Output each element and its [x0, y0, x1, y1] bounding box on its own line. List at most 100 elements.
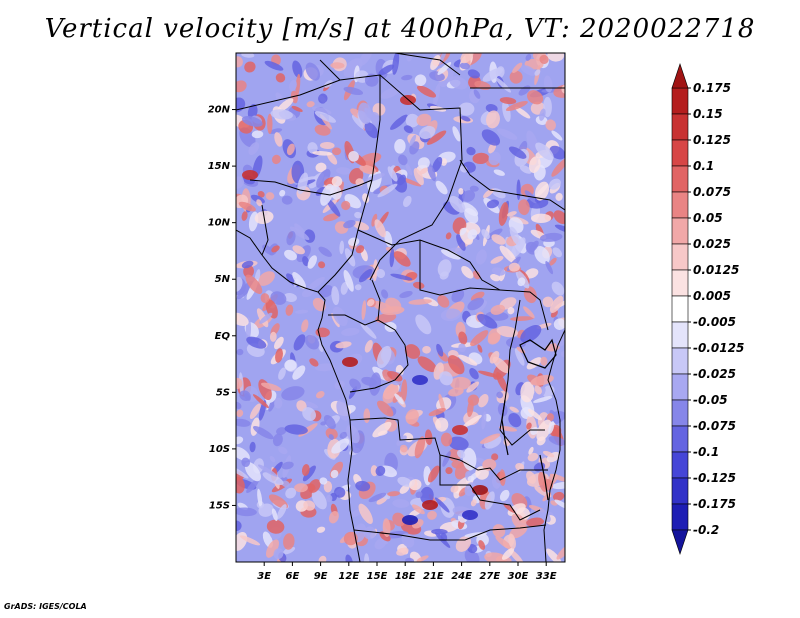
field-cell	[527, 452, 539, 462]
field-cell	[241, 116, 263, 127]
field-cell	[469, 368, 479, 380]
field-cell	[552, 247, 562, 258]
field-cell	[392, 512, 406, 527]
field-cell	[289, 79, 297, 92]
field-cell	[548, 421, 555, 434]
lon-tick-label: 9E	[314, 571, 328, 582]
field-cell	[519, 165, 532, 174]
field-core	[452, 425, 468, 435]
field-cell	[380, 306, 405, 316]
field-cell	[549, 295, 564, 313]
field-cell	[502, 547, 515, 560]
field-cell	[399, 444, 408, 453]
field-cell	[273, 397, 283, 409]
colorbar-label: 0.0125	[693, 263, 739, 277]
lat-tick-label: 5S	[216, 387, 230, 398]
field-cell	[556, 335, 565, 347]
field-cell	[510, 237, 526, 259]
field-cell	[382, 518, 391, 537]
field-cell	[236, 418, 251, 427]
field-cell	[358, 503, 373, 524]
field-cell	[387, 491, 400, 497]
field-cell	[432, 156, 443, 173]
field-cell	[404, 344, 421, 359]
field-cell	[467, 229, 478, 240]
field-cell	[265, 192, 275, 201]
field-cell	[378, 64, 395, 76]
field-core	[422, 500, 438, 510]
field-cell	[473, 89, 481, 99]
field-cell	[283, 533, 295, 550]
colorbar-segment-9	[671, 321, 689, 349]
colorbar-label: 0.025	[693, 237, 731, 251]
field-cell	[508, 533, 516, 550]
field-cell	[258, 503, 274, 517]
field-cell	[458, 354, 478, 366]
field-cell	[445, 467, 453, 475]
lon-tick-label: 30E	[508, 571, 529, 582]
field-cell	[534, 246, 550, 264]
field-cell	[262, 472, 284, 486]
field-cell	[403, 125, 413, 134]
field-cell	[343, 86, 364, 95]
field-cell	[291, 105, 303, 112]
field-cell	[510, 316, 534, 321]
field-cell	[511, 513, 527, 531]
field-cell	[336, 167, 352, 175]
country-borders	[236, 53, 565, 562]
field-cell	[460, 115, 471, 122]
field-cell	[482, 67, 504, 82]
field-cell	[275, 92, 285, 104]
field-cell	[302, 407, 316, 421]
field-cell	[271, 245, 280, 253]
field-cell	[441, 249, 461, 260]
field-cell	[534, 181, 550, 201]
field-cell	[466, 381, 480, 393]
field-cell	[266, 539, 279, 558]
field-cell	[236, 476, 245, 494]
field-cell	[497, 128, 518, 140]
colorbar-segment-10	[671, 347, 689, 375]
field-cell	[462, 414, 482, 428]
lon-tick-label: 18E	[395, 571, 416, 582]
field-cell	[538, 508, 551, 523]
field-cell	[301, 288, 314, 298]
field-cell	[478, 540, 486, 550]
field-cell	[467, 544, 478, 554]
field-cell	[477, 313, 498, 329]
field-cell	[445, 232, 452, 240]
field-cell	[461, 265, 474, 279]
field-cell	[462, 447, 477, 471]
field-cell	[355, 480, 371, 492]
field-cell	[316, 526, 326, 533]
colorbar-segment-3	[671, 165, 689, 193]
field-cell	[364, 122, 379, 139]
field-cell	[307, 142, 318, 154]
field-cell	[448, 436, 469, 451]
field-cell	[268, 399, 276, 412]
field-cell	[276, 427, 287, 436]
colorbar-segment-4	[671, 191, 689, 219]
field-cell	[311, 489, 327, 510]
field-cell	[377, 430, 388, 436]
field-cell	[359, 164, 377, 175]
field-cell	[330, 469, 339, 479]
lat-tick-label: 20N	[208, 105, 231, 116]
field-cell	[268, 128, 283, 134]
field-cell	[458, 343, 466, 353]
field-cell	[323, 415, 336, 430]
field-cell	[529, 240, 539, 253]
field-cell	[284, 249, 297, 261]
field-cell	[319, 477, 328, 485]
field-cell	[481, 411, 487, 430]
field-cell	[527, 90, 544, 105]
field-cell	[508, 412, 522, 428]
field-cell	[433, 83, 441, 106]
field-cell	[301, 464, 310, 476]
field-cell	[323, 213, 340, 222]
field-cell	[524, 268, 539, 279]
field-cell	[303, 401, 319, 409]
field-cell	[392, 499, 410, 508]
field-cell	[549, 257, 557, 266]
field-cell	[271, 508, 278, 522]
